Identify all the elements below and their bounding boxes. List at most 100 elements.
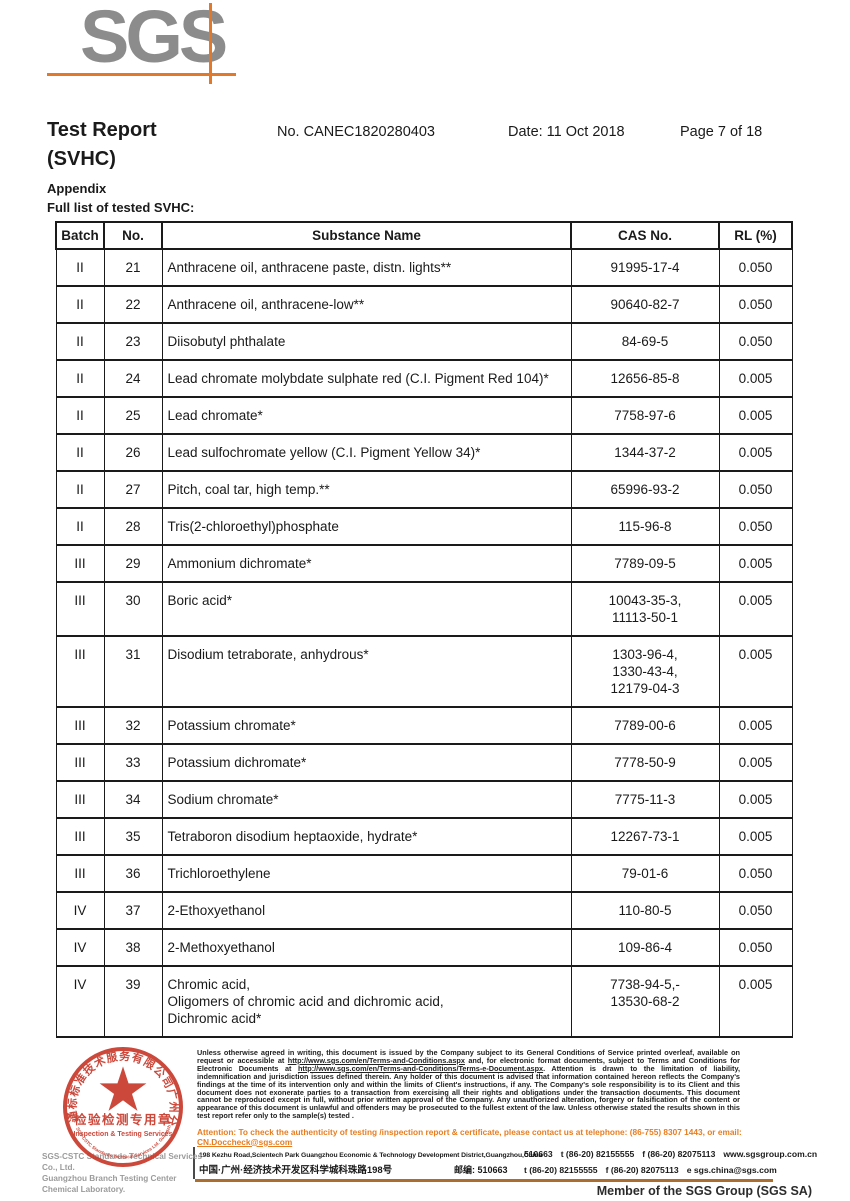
report-date: Date: 11 Oct 2018 — [508, 124, 625, 140]
table-row: II 24 Lead chromate molybdate sulphate red… — [55, 359, 793, 398]
report-number: No. CANEC1820280403 — [277, 124, 435, 140]
cell-rl: 0.005 — [718, 706, 793, 745]
cell-cas: 109-86-4 — [570, 928, 720, 967]
cell-substance: Chromic acid, Oligomers of chromic acid … — [161, 965, 572, 1038]
cell-rl: 0.005 — [718, 965, 793, 1038]
stamp-circle — [63, 1047, 183, 1167]
disclaimer-text: Unless otherwise agreed in writing, this… — [197, 1049, 740, 1120]
cell-rl: 0.050 — [718, 470, 793, 509]
cell-no: 24 — [103, 359, 163, 398]
page-title-subline: (SVHC) — [47, 148, 116, 170]
column-header-cas: CAS No. — [570, 221, 720, 250]
fax-cn: f (86-20) 82075113 — [605, 1165, 679, 1175]
cell-cas: 7775-11-3 — [570, 780, 720, 819]
table-row: III 32 Potassium chromate* 7789-00-6 0.005 — [55, 706, 793, 745]
cell-substance: 2-Ethoxyethanol — [161, 891, 572, 930]
cell-no: 34 — [103, 780, 163, 819]
postal-code-en: 510663 — [524, 1149, 553, 1159]
cell-batch: II — [55, 396, 105, 435]
company-name-line1: SGS-CSTC Standards Technical Services Co… — [42, 1152, 203, 1172]
cell-cas: 12267-73-1 — [570, 817, 720, 856]
text-segment: and, for electronic format documents, su… — [197, 1055, 740, 1073]
page-title: Test Report — [47, 119, 157, 141]
cell-no: 28 — [103, 507, 163, 546]
svhc-table-body: II 21 Anthracene oil, anthracene paste, di… — [55, 248, 793, 1038]
cell-substance: Sodium chromate* — [161, 780, 572, 819]
email-link[interactable]: e sgs.china@sgs.com — [686, 1165, 777, 1175]
terms-link[interactable]: http://www.sgs.com/en/Terms-and-Conditio… — [287, 1055, 465, 1065]
sgs-logo: SGS — [80, 0, 228, 78]
cell-rl: 0.005 — [718, 544, 793, 583]
cell-no: 30 — [103, 581, 163, 637]
cell-no: 36 — [103, 854, 163, 893]
cell-substance: Potassium dichromate* — [161, 743, 572, 782]
terms-link[interactable]: http://www.sgs.com/en/Terms-and-Conditio… — [297, 1063, 544, 1073]
cell-batch: II — [55, 470, 105, 509]
cell-no: 26 — [103, 433, 163, 472]
logo-horizontal-rule — [47, 73, 236, 76]
cell-batch: III — [55, 635, 105, 708]
table-row: II 27 Pitch, coal tar, high temp.** 65996-9… — [55, 470, 793, 509]
cell-batch: III — [55, 817, 105, 856]
cell-cas: 84-69-5 — [570, 322, 720, 361]
svhc-table: Batch No. Substance Name CAS No. RL (%) … — [55, 221, 793, 1038]
footer-vertical-divider — [193, 1147, 195, 1179]
cell-batch: IV — [55, 891, 105, 930]
cell-batch: II — [55, 433, 105, 472]
website-link[interactable]: www.sgsgroup.com.cn — [723, 1149, 818, 1159]
footer-horizontal-rule — [195, 1179, 773, 1182]
cell-rl: 0.050 — [718, 285, 793, 324]
cell-no: 35 — [103, 817, 163, 856]
table-row: III 35 Tetraboron disodium heptaoxide, hyd… — [55, 817, 793, 856]
cell-no: 22 — [103, 285, 163, 324]
full-list-label: Full list of tested SVHC: — [47, 200, 195, 215]
cell-rl: 0.050 — [718, 507, 793, 546]
address-en: 198 Kezhu Road,Scientech Park Guangzhou … — [199, 1152, 543, 1159]
cell-no: 29 — [103, 544, 163, 583]
cell-batch: II — [55, 285, 105, 324]
postal-code-cn: 邮编: 510663 — [454, 1165, 508, 1175]
cell-substance: Pitch, coal tar, high temp.** — [161, 470, 572, 509]
page-number: Page 7 of 18 — [680, 124, 763, 140]
table-row: II 26 Lead sulfochromate yellow (C.I. Pigm… — [55, 433, 793, 472]
table-header-row: Batch No. Substance Name CAS No. RL (%) — [55, 221, 793, 250]
cell-rl: 0.050 — [718, 248, 793, 287]
stamp-inner-cn-text: 检验检测专用章 — [74, 1112, 172, 1127]
cell-rl: 0.005 — [718, 581, 793, 637]
cell-rl: 0.005 — [718, 780, 793, 819]
cell-rl: 0.005 — [718, 396, 793, 435]
table-row: II 23 Diisobutyl phthalate 84-69-5 0.050 — [55, 322, 793, 361]
cell-substance: Lead chromate* — [161, 396, 572, 435]
cell-no: 21 — [103, 248, 163, 287]
cell-substance: 2-Methoxyethanol — [161, 928, 572, 967]
cell-rl: 0.005 — [718, 817, 793, 856]
table-row: IV 39 Chromic acid, Oligomers of chromic a… — [55, 965, 793, 1038]
cell-rl: 0.005 — [718, 359, 793, 398]
cell-cas: 79-01-6 — [570, 854, 720, 893]
cell-cas: 115-96-8 — [570, 507, 720, 546]
logo-vertical-rule — [209, 3, 212, 84]
address-cn: 中国·广州·经济技术开发区科学城科珠路198号 — [199, 1165, 393, 1176]
text-segment: Attention: To check the authenticity of … — [197, 1127, 742, 1137]
cell-no: 23 — [103, 322, 163, 361]
cell-no: 25 — [103, 396, 163, 435]
attention-text: Attention: To check the authenticity of … — [197, 1127, 745, 1147]
table-row: III 36 Trichloroethylene 79-01-6 0.050 — [55, 854, 793, 893]
cell-cas: 7789-00-6 — [570, 706, 720, 745]
cell-batch: III — [55, 706, 105, 745]
cell-substance: Diisobutyl phthalate — [161, 322, 572, 361]
table-row: III 33 Potassium dichromate* 7778-50-9 0.005 — [55, 743, 793, 782]
text-segment: . Attention is drawn to the limitation o… — [197, 1063, 741, 1121]
text-segment: Unless otherwise agreed in writing, this… — [197, 1048, 740, 1065]
cell-substance: Lead sulfochromate yellow (C.I. Pigment … — [161, 433, 572, 472]
doccheck-email-link[interactable]: CN.Doccheck@sgs.com — [197, 1136, 293, 1147]
address-row-cn: 中国·广州·经济技术开发区科学城科珠路198号 邮编: 510663 t (86… — [199, 1162, 813, 1176]
cell-cas: 65996-93-2 — [570, 470, 720, 509]
cell-substance: Boric acid* — [161, 581, 572, 637]
cell-cas: 110-80-5 — [570, 891, 720, 930]
cell-substance: Tris(2-chloroethyl)phosphate — [161, 507, 572, 546]
cell-substance: Anthracene oil, anthracene-low** — [161, 285, 572, 324]
cell-substance: Lead chromate molybdate sulphate red (C.… — [161, 359, 572, 398]
cell-batch: IV — [55, 965, 105, 1038]
